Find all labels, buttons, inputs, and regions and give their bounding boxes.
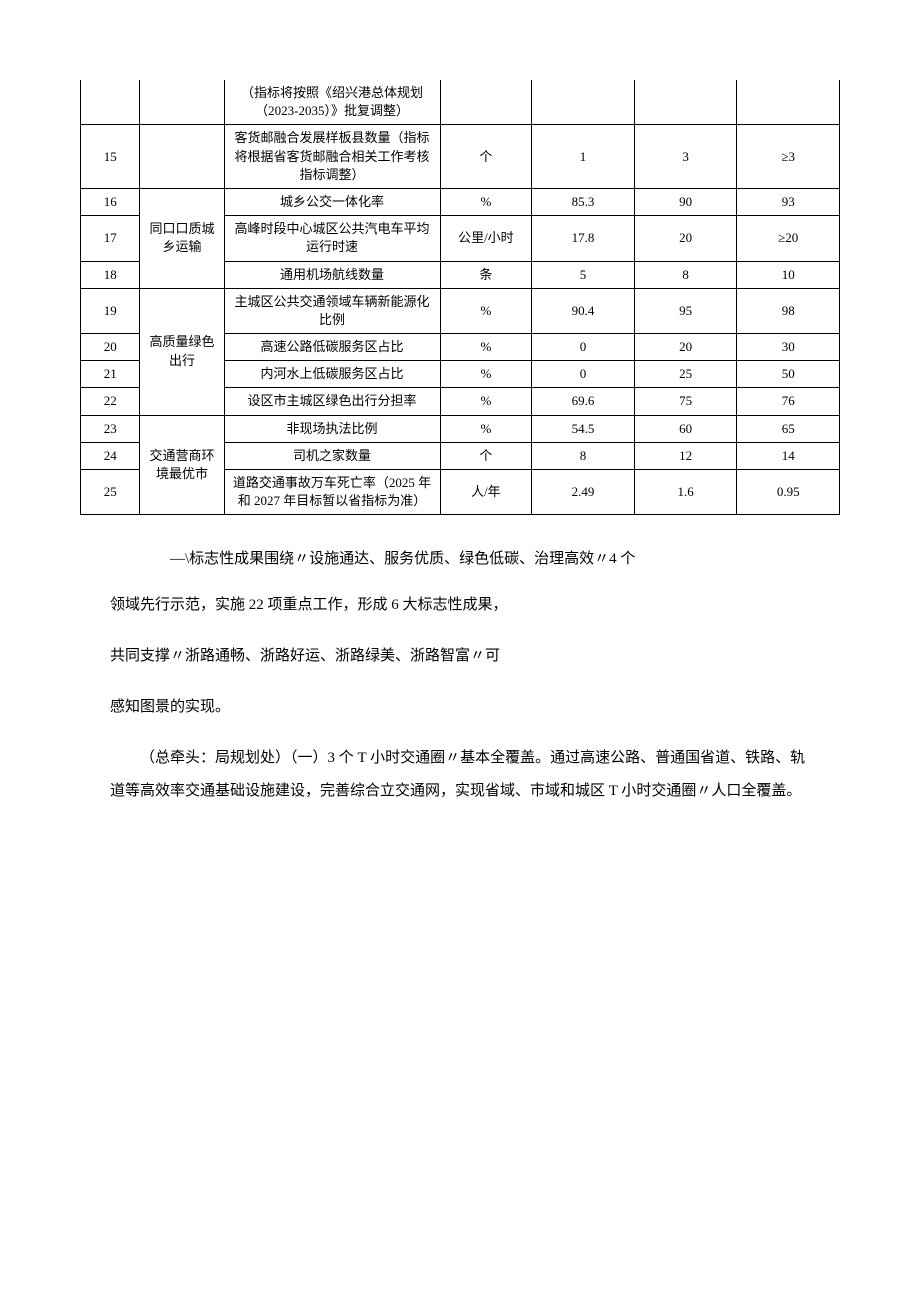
indicator-cell: 城乡公交一体化率 — [224, 188, 440, 215]
value-2-cell: 20 — [634, 334, 737, 361]
value-2-cell: 20 — [634, 216, 737, 261]
value-3-cell: 0.95 — [737, 470, 840, 515]
value-1-cell: 17.8 — [532, 216, 635, 261]
value-3-cell: 93 — [737, 188, 840, 215]
value-2-cell: 1.6 — [634, 470, 737, 515]
row-number — [81, 80, 140, 125]
row-number: 19 — [81, 288, 140, 333]
indicator-cell: （指标将按照《绍兴港总体规划（2023-2035）》批复调整） — [224, 80, 440, 125]
table-row: 23交通营商环境最优市非现场执法比例%54.56065 — [81, 415, 840, 442]
indicator-cell: 高峰时段中心城区公共汽电车平均运行时速 — [224, 216, 440, 261]
paragraph-3: 感知图景的实现。 — [110, 691, 810, 724]
unit-cell: % — [440, 188, 532, 215]
unit-cell: % — [440, 415, 532, 442]
value-1-cell: 85.3 — [532, 188, 635, 215]
value-1-cell: 54.5 — [532, 415, 635, 442]
value-1-cell: 0 — [532, 361, 635, 388]
category-cell: 交通营商环境最优市 — [140, 415, 224, 515]
blockquote-line: —\标志性成果围绕〃设施通达、服务优质、绿色低碳、治理高效〃4 个 — [170, 545, 840, 574]
indicator-cell: 司机之家数量 — [224, 442, 440, 469]
unit-cell: % — [440, 361, 532, 388]
value-1-cell: 2.49 — [532, 470, 635, 515]
value-3-cell — [737, 80, 840, 125]
value-2-cell: 8 — [634, 261, 737, 288]
table-row: 15 客货邮融合发展样板县数量（指标将根据省客货邮融合相关工作考核指标调整）个13… — [81, 125, 840, 189]
category-cell — [140, 125, 224, 189]
value-2-cell: 3 — [634, 125, 737, 189]
row-number: 23 — [81, 415, 140, 442]
indicators-table: （指标将按照《绍兴港总体规划（2023-2035）》批复调整）15客货邮融合发展… — [80, 80, 840, 515]
value-3-cell: 50 — [737, 361, 840, 388]
indicator-cell: 内河水上低碳服务区占比 — [224, 361, 440, 388]
unit-cell: 个 — [440, 125, 532, 189]
category-cell: 同口口质城乡运输 — [140, 188, 224, 288]
value-3-cell: ≥20 — [737, 216, 840, 261]
table-row: （指标将按照《绍兴港总体规划（2023-2035）》批复调整） — [81, 80, 840, 125]
indicator-cell: 高速公路低碳服务区占比 — [224, 334, 440, 361]
row-number: 18 — [81, 261, 140, 288]
unit-cell: 人/年 — [440, 470, 532, 515]
row-number: 25 — [81, 470, 140, 515]
value-3-cell: ≥3 — [737, 125, 840, 189]
indicator-cell: 非现场执法比例 — [224, 415, 440, 442]
value-2-cell: 12 — [634, 442, 737, 469]
value-3-cell: 30 — [737, 334, 840, 361]
indicator-cell: 客货邮融合发展样板县数量（指标将根据省客货邮融合相关工作考核指标调整） — [224, 125, 440, 189]
value-2-cell — [634, 80, 737, 125]
value-3-cell: 98 — [737, 288, 840, 333]
paragraph-2: 共同支撑〃浙路通畅、浙路好运、浙路绿美、浙路智富〃可 — [110, 640, 810, 673]
value-1-cell: 90.4 — [532, 288, 635, 333]
value-2-cell: 90 — [634, 188, 737, 215]
unit-cell: 个 — [440, 442, 532, 469]
paragraph-4: （总牵头：局规划处）（一）3 个 T 小时交通圈〃基本全覆盖。通过高速公路、普通… — [110, 742, 810, 808]
value-1-cell: 0 — [532, 334, 635, 361]
value-1-cell: 69.6 — [532, 388, 635, 415]
unit-cell: 公里/小时 — [440, 216, 532, 261]
row-number: 17 — [81, 216, 140, 261]
paragraph-1: 领域先行示范，实施 22 项重点工作，形成 6 大标志性成果， — [110, 589, 810, 622]
unit-cell: % — [440, 288, 532, 333]
indicator-cell: 设区市主城区绿色出行分担率 — [224, 388, 440, 415]
value-2-cell: 95 — [634, 288, 737, 333]
row-number: 20 — [81, 334, 140, 361]
row-number: 22 — [81, 388, 140, 415]
value-3-cell: 10 — [737, 261, 840, 288]
table-row: 19高质量绿色出行主城区公共交通领域车辆新能源化比例%90.49598 — [81, 288, 840, 333]
unit-cell: % — [440, 334, 532, 361]
value-2-cell: 60 — [634, 415, 737, 442]
value-1-cell — [532, 80, 635, 125]
category-cell: 高质量绿色出行 — [140, 288, 224, 415]
unit-cell — [440, 80, 532, 125]
value-1-cell: 5 — [532, 261, 635, 288]
row-number: 24 — [81, 442, 140, 469]
row-number: 21 — [81, 361, 140, 388]
table-row: 16同口口质城乡运输城乡公交一体化率%85.39093 — [81, 188, 840, 215]
value-3-cell: 65 — [737, 415, 840, 442]
unit-cell: 条 — [440, 261, 532, 288]
indicator-cell: 通用机场航线数量 — [224, 261, 440, 288]
value-1-cell: 1 — [532, 125, 635, 189]
row-number: 15 — [81, 125, 140, 189]
indicator-cell: 道路交通事故万车死亡率（2025 年和 2027 年目标暂以省指标为准） — [224, 470, 440, 515]
value-1-cell: 8 — [532, 442, 635, 469]
value-2-cell: 75 — [634, 388, 737, 415]
unit-cell: % — [440, 388, 532, 415]
indicator-cell: 主城区公共交通领域车辆新能源化比例 — [224, 288, 440, 333]
row-number: 16 — [81, 188, 140, 215]
category-cell — [140, 80, 224, 125]
value-2-cell: 25 — [634, 361, 737, 388]
value-3-cell: 14 — [737, 442, 840, 469]
value-3-cell: 76 — [737, 388, 840, 415]
